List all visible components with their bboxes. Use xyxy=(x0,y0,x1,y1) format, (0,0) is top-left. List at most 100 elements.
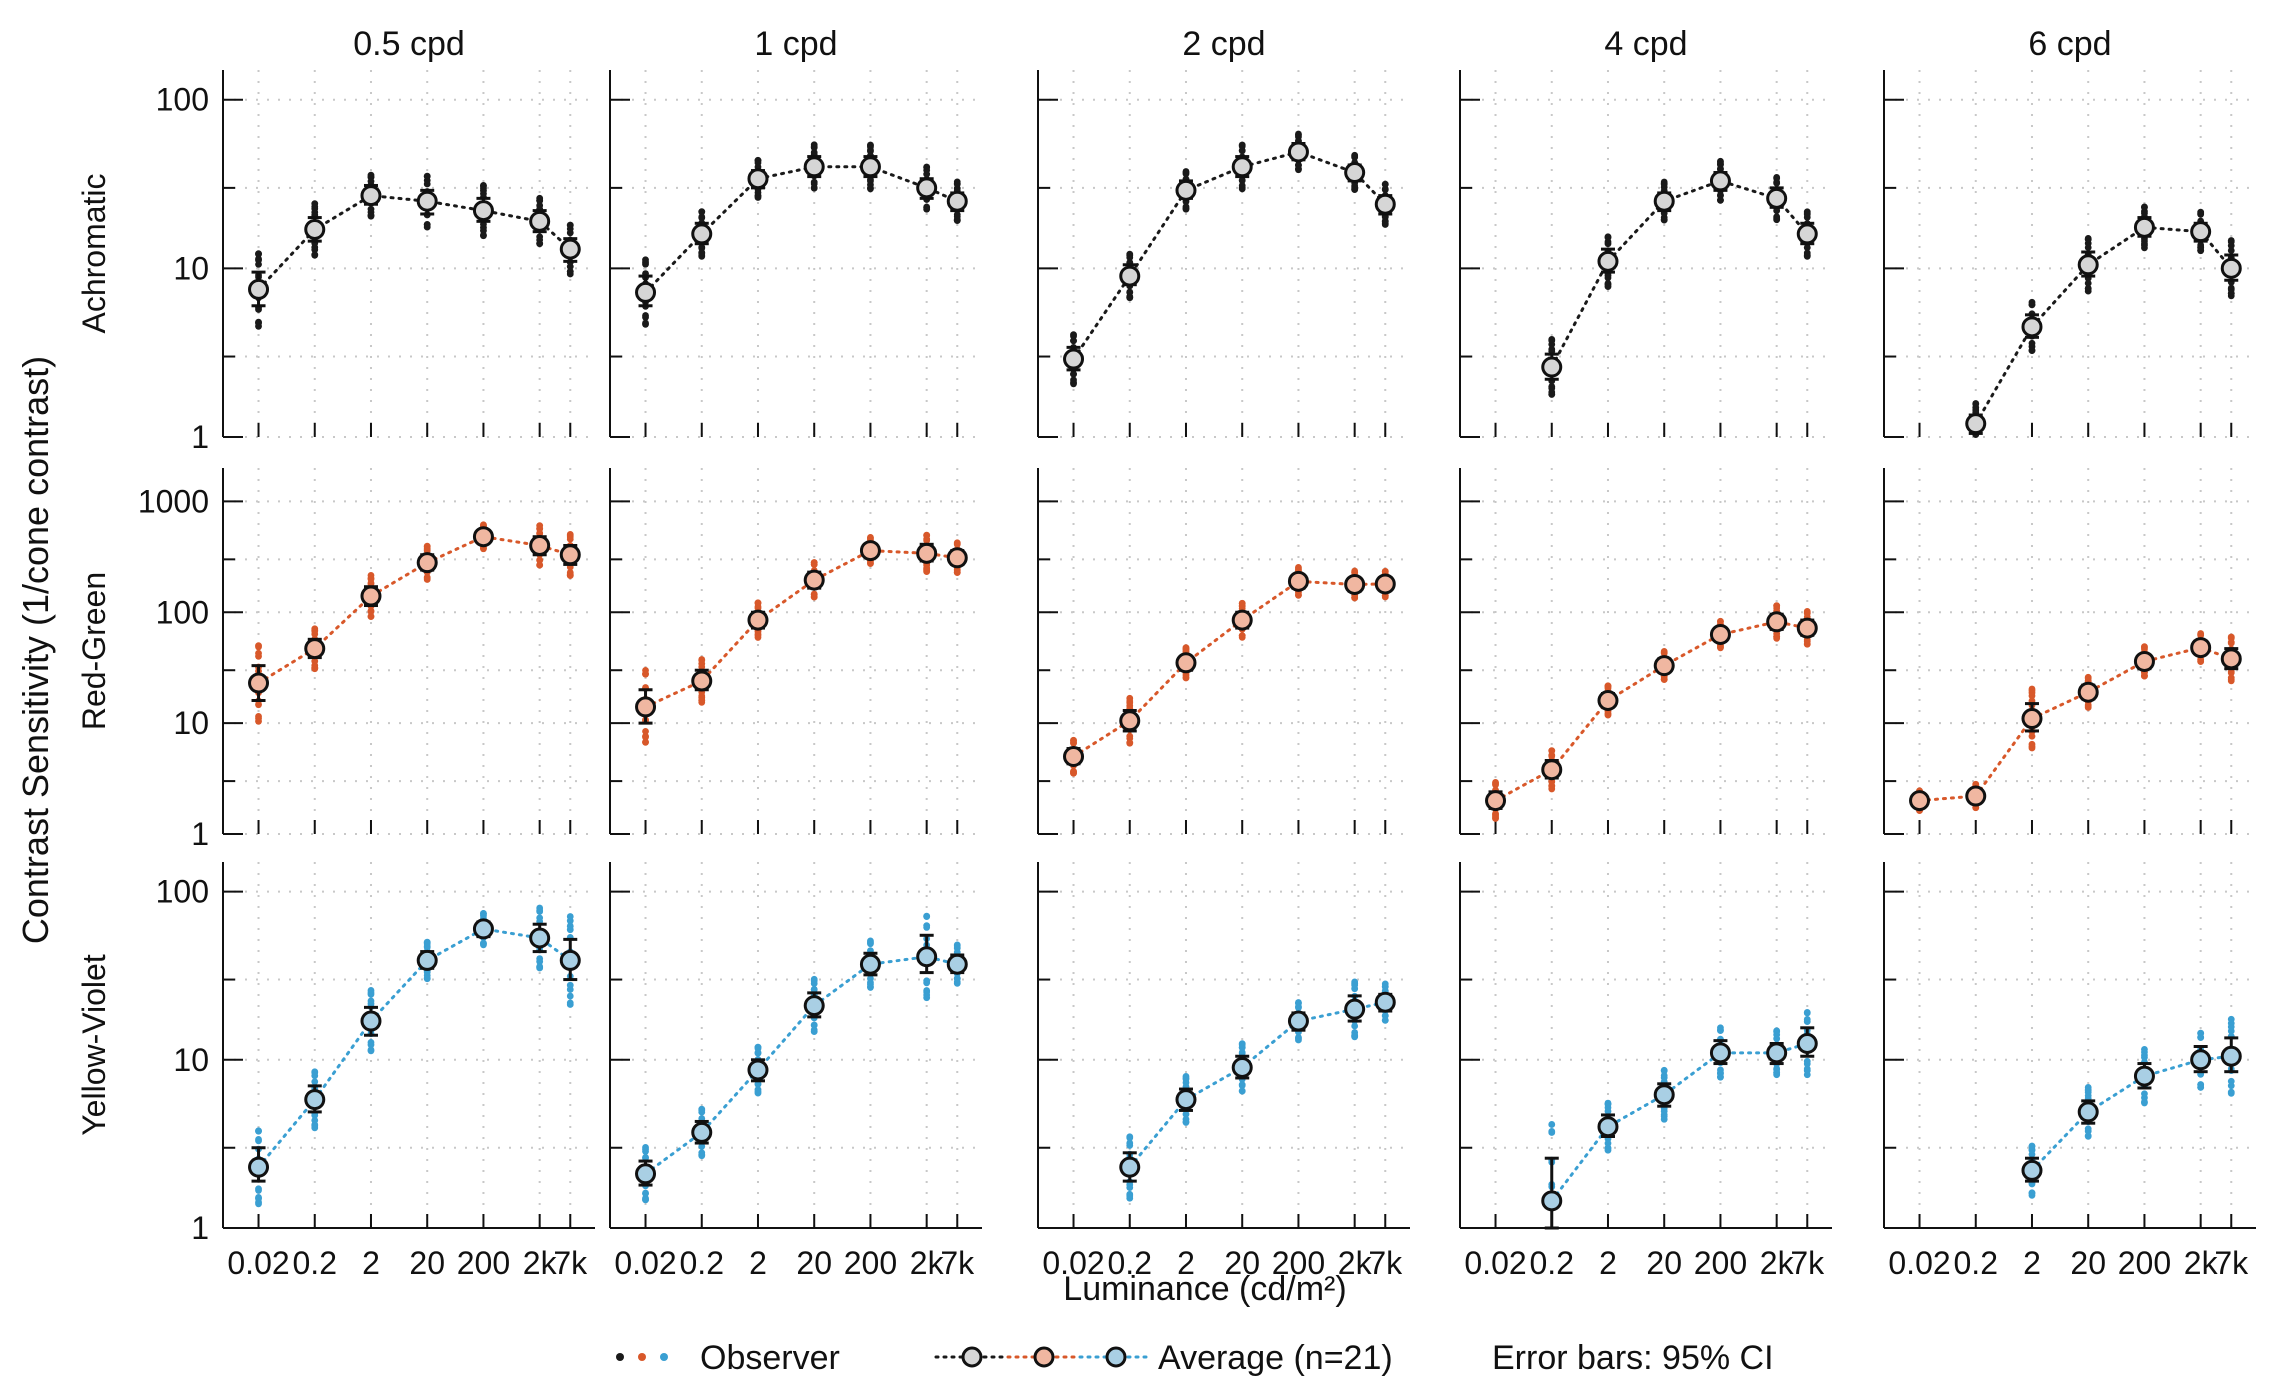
x-tick-label: 0.02 xyxy=(1464,1245,1526,1281)
observer-dot xyxy=(698,213,706,221)
average-marker xyxy=(1965,413,1987,435)
x-tick-label: 2k xyxy=(523,1245,558,1281)
average-line xyxy=(1550,1042,1809,1203)
legend-observer-dot-red-green xyxy=(638,1353,646,1361)
observer-dot xyxy=(1717,1024,1724,1032)
average-marker xyxy=(1766,187,1788,209)
observer-dot xyxy=(2028,298,2036,306)
observer-dot xyxy=(2141,1090,2148,1098)
observer-dot xyxy=(536,525,544,533)
observer-dot xyxy=(698,696,706,704)
observer-dot xyxy=(1182,1119,1190,1126)
x-tick-label: 7k xyxy=(553,1245,588,1281)
observer-dot xyxy=(642,1154,649,1161)
observer-dot xyxy=(867,980,874,988)
observer-dot xyxy=(1295,130,1302,138)
observer-dot xyxy=(311,1117,319,1124)
average-marker xyxy=(2133,1065,2155,1087)
average-line xyxy=(1974,225,2233,426)
legend-average-label: Average (n=21) xyxy=(1158,1339,1393,1377)
x-axis-label: Luminance (cd/m²) xyxy=(1063,1270,1346,1308)
observer-dot xyxy=(810,986,818,993)
average-marker xyxy=(1709,170,1731,192)
observer-dot xyxy=(1492,780,1499,788)
observer-dot xyxy=(2227,1019,2235,1027)
average-marker xyxy=(1374,193,1396,215)
x-tick-label: 0.02 xyxy=(227,1245,289,1281)
observer-dot xyxy=(1604,240,1612,248)
observer-dot xyxy=(1548,337,1556,345)
observer-dot xyxy=(2141,1099,2148,1107)
x-tick-label: 0.02 xyxy=(1042,1245,1104,1281)
legend-average-marker-red-green xyxy=(1033,1346,1055,1368)
x-tick-label: 2k xyxy=(910,1245,945,1281)
observer-dot xyxy=(1548,383,1556,390)
observer-dot xyxy=(2227,247,2235,254)
observer-dot xyxy=(1381,567,1389,575)
average-marker xyxy=(1541,1190,1563,1212)
observer-dot xyxy=(2084,235,2092,243)
average-marker xyxy=(1287,570,1309,592)
observer-dot xyxy=(2028,1151,2036,1158)
observer-dot xyxy=(2141,1051,2148,1059)
observer-dot xyxy=(1660,180,1668,188)
average-marker xyxy=(472,200,494,222)
x-tick-label: 200 xyxy=(844,1245,897,1281)
observer-dot xyxy=(566,268,574,275)
average-marker xyxy=(1796,617,1818,639)
average-marker xyxy=(360,585,382,607)
legend: Observer Average (n=21) Error bars: 95% … xyxy=(616,1339,1774,1377)
observer-dot xyxy=(566,1001,574,1008)
observer-dot xyxy=(953,216,961,224)
observer-dot xyxy=(754,1088,762,1096)
observer-dot xyxy=(311,664,319,672)
average-marker xyxy=(803,995,825,1017)
x-tick-label: 7k xyxy=(940,1245,975,1281)
observer-dot xyxy=(1548,345,1556,353)
average-marker xyxy=(635,281,657,303)
observer-dot xyxy=(2028,1146,2036,1154)
x-tick-label: 0.2 xyxy=(1530,1245,1574,1281)
average-line xyxy=(1072,150,1387,361)
observer-dot xyxy=(1604,233,1612,241)
observer-dot xyxy=(642,727,649,735)
observer-dot xyxy=(1803,1009,1811,1016)
observer-dot xyxy=(1803,1065,1811,1073)
legend-observer-dot-achromatic xyxy=(616,1353,624,1361)
observer-dot xyxy=(255,1200,262,1208)
average-line xyxy=(1918,646,2233,803)
observer-dot xyxy=(923,537,931,544)
observer-dot xyxy=(2141,643,2148,651)
observer-dot xyxy=(2227,284,2235,292)
average-marker xyxy=(529,927,551,949)
average-marker xyxy=(248,278,270,300)
observer-dot xyxy=(311,251,319,259)
average-marker xyxy=(1653,1084,1675,1106)
average-marker xyxy=(472,526,494,548)
observer-dot xyxy=(1773,216,1781,224)
observer-dot xyxy=(423,221,431,229)
observer-dot xyxy=(1803,1018,1811,1026)
observer-dot xyxy=(1351,594,1359,602)
observer-dot xyxy=(642,1196,649,1204)
panel-red-green-4-cpd xyxy=(1459,468,1832,835)
observer-dot xyxy=(566,922,574,930)
average-marker xyxy=(1175,1089,1197,1111)
observer-dot xyxy=(255,1127,262,1135)
average-marker xyxy=(1709,623,1731,645)
observer-dot xyxy=(1660,649,1668,656)
observer-dot xyxy=(566,981,574,989)
average-marker xyxy=(1063,746,1085,768)
average-marker xyxy=(803,569,825,591)
observer-dot xyxy=(1126,1133,1134,1141)
observer-dot xyxy=(698,1149,706,1157)
observer-dot xyxy=(536,202,544,209)
average-marker xyxy=(2021,316,2043,338)
observer-dot xyxy=(1492,812,1499,820)
average-marker xyxy=(304,1089,326,1111)
observer-dot xyxy=(1238,176,1246,184)
observer-dot xyxy=(1972,400,1980,407)
average-marker xyxy=(1119,265,1141,287)
row-label-achromatic: Achromatic xyxy=(76,173,112,333)
